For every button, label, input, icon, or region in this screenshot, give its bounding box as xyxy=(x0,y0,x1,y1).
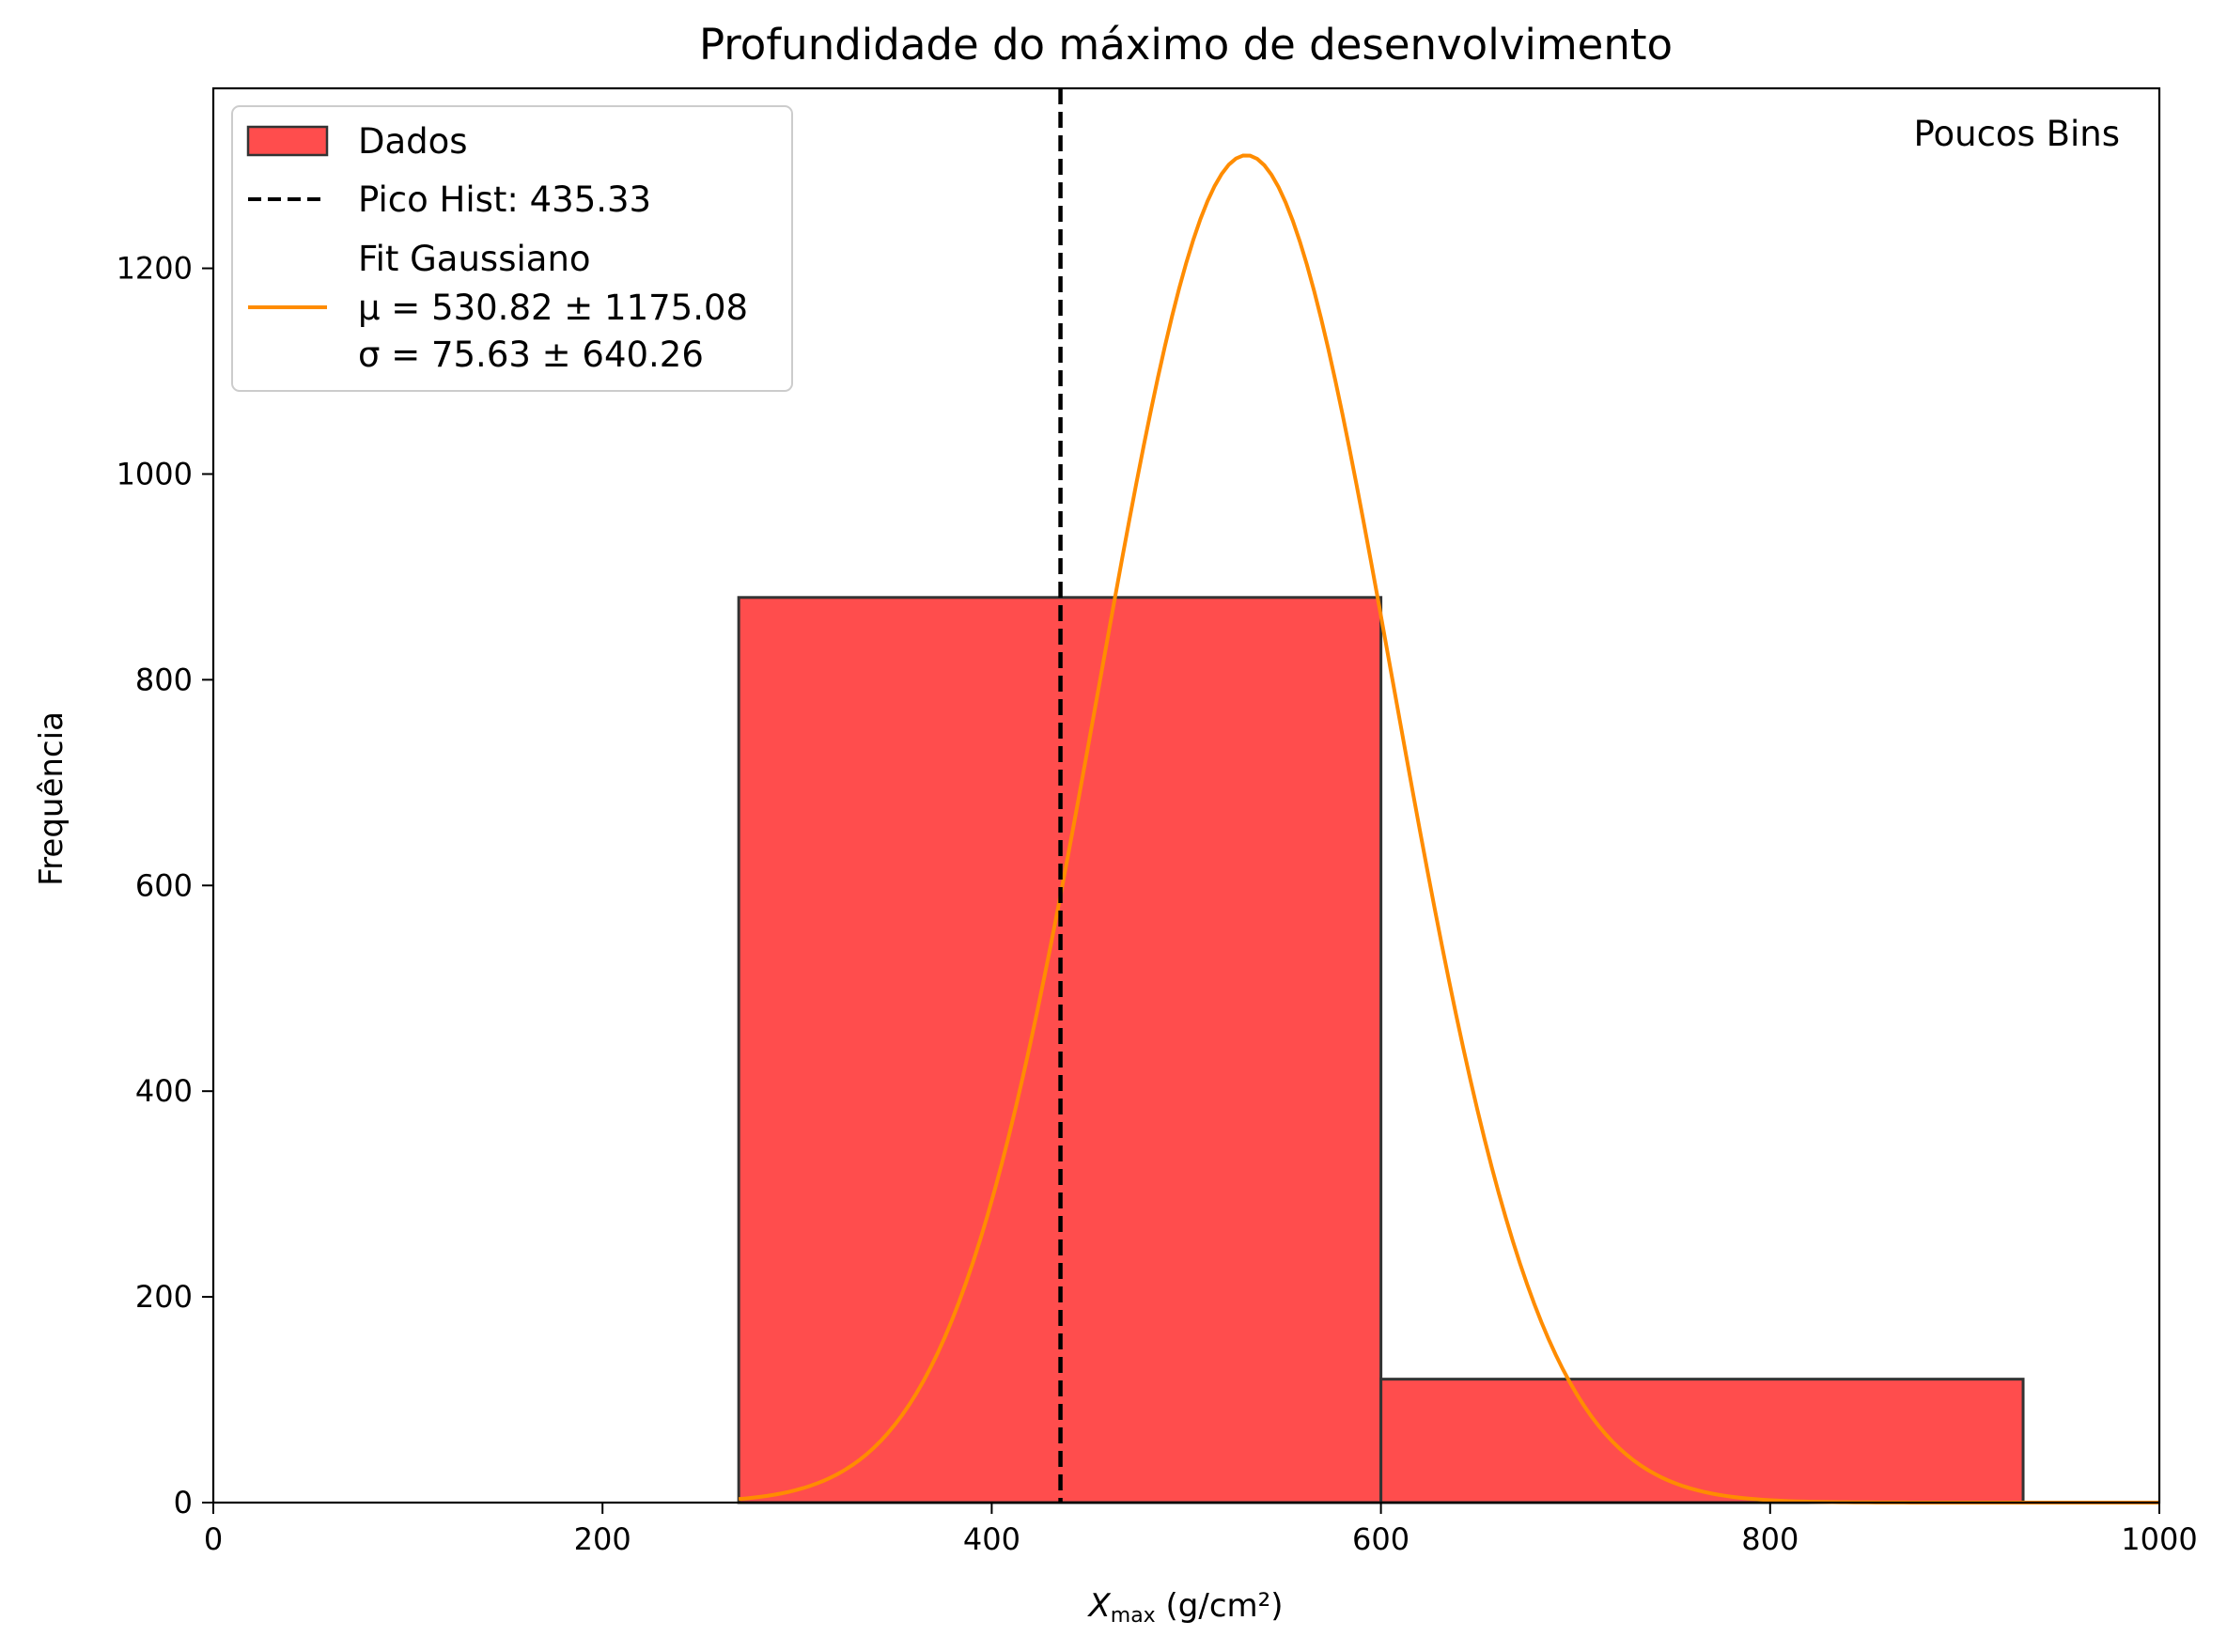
legend-box xyxy=(231,105,793,392)
x-tick-label: 1000 xyxy=(2121,1521,2197,1557)
y-tick-label: 1000 xyxy=(117,456,193,491)
axes-frame xyxy=(211,86,2161,1504)
y-axis-label: Frequência xyxy=(33,711,70,886)
x-tick-label: 600 xyxy=(1352,1521,1409,1557)
legend: Dados Pico Hist: 435.33 Fit Gaussiano μ … xyxy=(231,105,793,392)
legend-fit-title: Fit Gaussiano xyxy=(358,239,591,279)
y-tick-label: 1200 xyxy=(117,251,193,287)
y-tick-label: 200 xyxy=(135,1279,193,1315)
y-tick-label: 0 xyxy=(174,1485,193,1520)
x-axis-label-unit: (g/cm²) xyxy=(1156,1587,1284,1625)
histogram-bar-2 xyxy=(1379,1378,2025,1504)
x-axis-label: Xmax (g/cm²) xyxy=(1086,1587,1283,1628)
x-tick-label: 200 xyxy=(574,1521,631,1557)
x-tick-label: 0 xyxy=(204,1521,223,1557)
legend-dados-swatch xyxy=(246,125,329,157)
x-axis-label-subscript: max xyxy=(1111,1604,1156,1628)
legend-fit-sigma: σ = 75.63 ± 640.26 xyxy=(358,335,704,375)
legend-pico-label: Pico Hist: 435.33 xyxy=(358,179,651,220)
y-tick-label: 600 xyxy=(135,867,193,903)
x-axis-label-symbol: X xyxy=(1086,1587,1111,1625)
y-tick-label: 400 xyxy=(135,1073,193,1109)
y-axis-ticks: 0 200 400 600 800 1000 1200 xyxy=(117,251,213,1520)
x-tick-label: 400 xyxy=(963,1521,1020,1557)
x-tick-label: 800 xyxy=(1741,1521,1799,1557)
chart-title: Profundidade do máximo de desenvolviment… xyxy=(699,20,1673,70)
legend-dados-label: Dados xyxy=(358,121,468,162)
legend-fit-mu: μ = 530.82 ± 1175.08 xyxy=(358,288,748,328)
x-axis-ticks: 0 200 400 600 800 1000 xyxy=(204,1503,2198,1557)
y-tick-label: 800 xyxy=(135,662,193,697)
annotation-poucos-bins: Poucos Bins xyxy=(1914,114,2121,154)
